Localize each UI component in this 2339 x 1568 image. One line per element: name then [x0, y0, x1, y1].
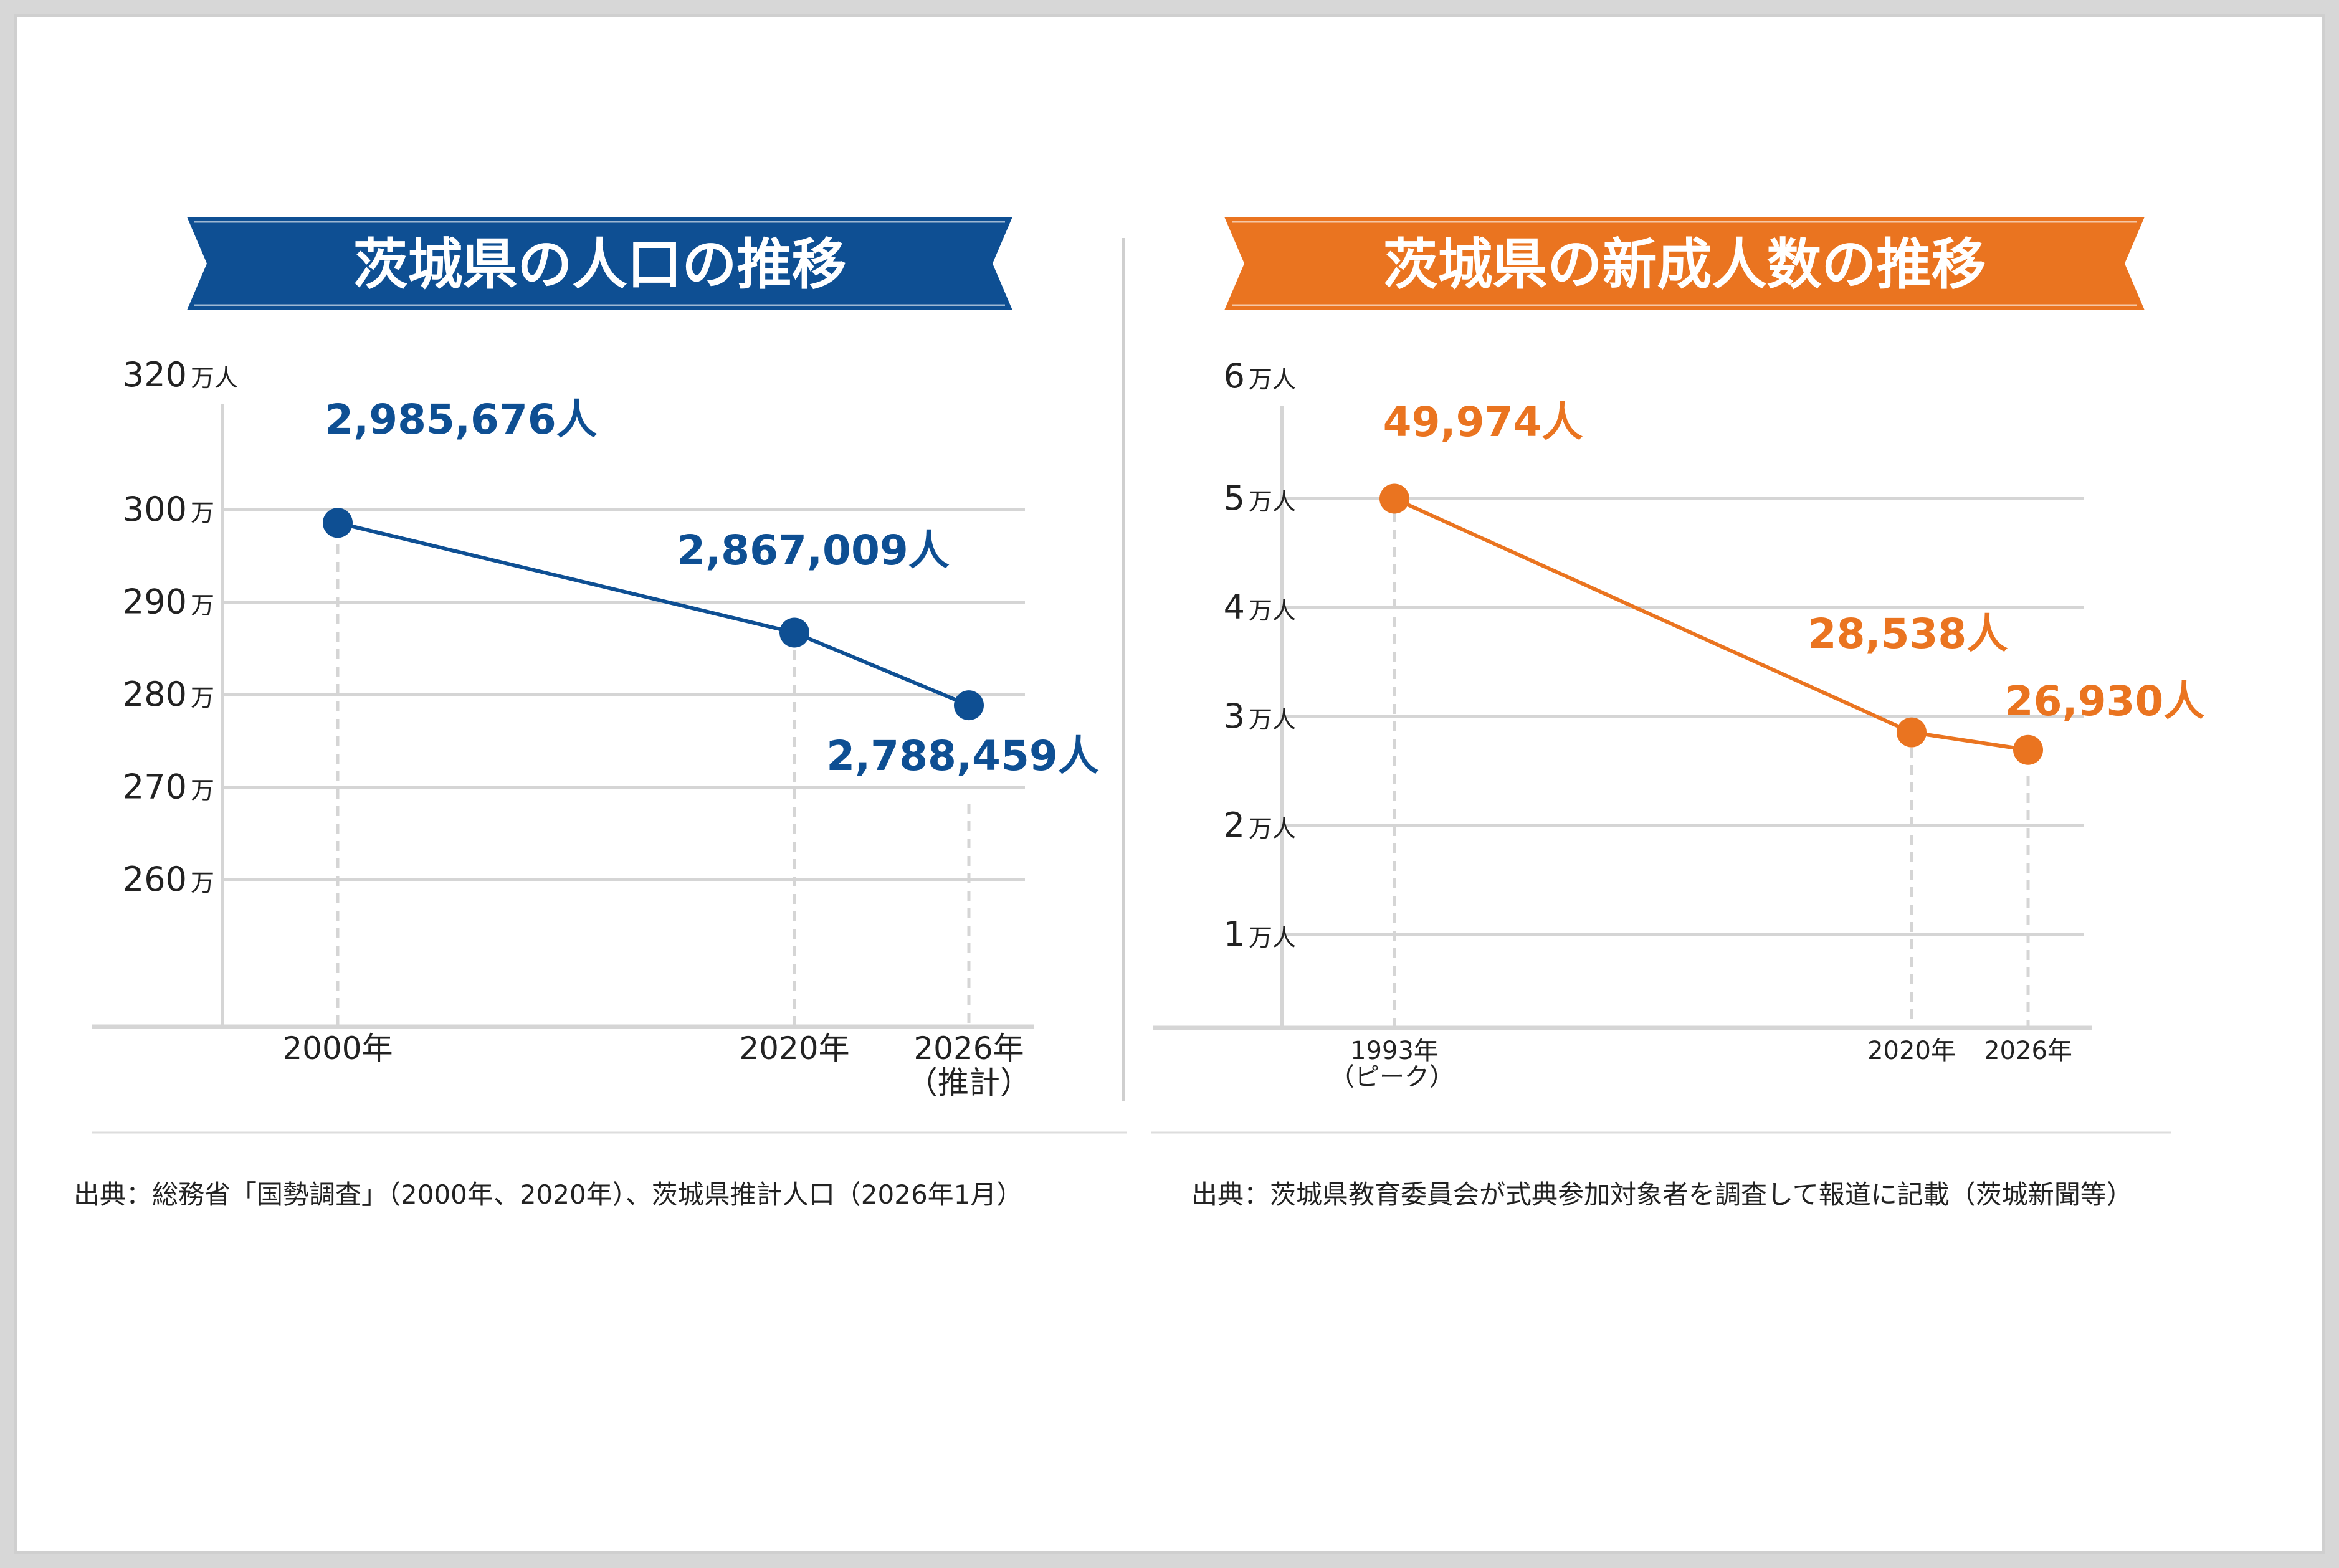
- right-y-tick-label: 4: [1224, 587, 1245, 627]
- right-x-tick-label: 1993年: [1350, 1037, 1439, 1065]
- left-y-tick-unit: 万: [191, 869, 214, 896]
- right-y-tick-label: 5: [1224, 478, 1245, 518]
- right-y-tick-label: 1: [1224, 915, 1245, 954]
- right-x-tick-label: 2020年: [1867, 1037, 1956, 1065]
- right-data-label: 26,930人: [2005, 677, 2205, 725]
- left-y-tick-label: 320: [123, 355, 187, 394]
- right-title-banner: [1224, 217, 2145, 310]
- right-chart-title: 茨城県の新成人数の推移: [1383, 232, 1986, 297]
- left-x-tick-label: 2020年: [739, 1030, 849, 1067]
- left-y-tick-unit: 万: [191, 499, 214, 526]
- left-chart-title: 茨城県の人口の推移: [353, 232, 846, 297]
- left-y-tick-unit: 万: [191, 777, 214, 804]
- left-y-tick-unit: 万: [191, 684, 214, 711]
- right-y-tick-unit: 万人: [1249, 924, 1296, 951]
- left-x-tick-label: 2026年: [913, 1030, 1024, 1067]
- right-chart-source: 出典：茨城県教育委員会が式典参加対象者を調査して報道に記載（茨城新聞等）: [1191, 1179, 2133, 1210]
- left-data-point: [779, 617, 809, 648]
- right-data-point: [1379, 483, 1409, 514]
- left-data-label: 2,985,676人: [325, 396, 598, 444]
- right-data-point: [2013, 734, 2043, 765]
- right-y-tick-label: 3: [1224, 696, 1245, 736]
- left-y-tick-label: 290: [123, 582, 187, 622]
- right-data-label: 49,974人: [1383, 398, 1583, 446]
- right-data-point: [1897, 717, 1927, 748]
- right-y-tick-label: 2: [1224, 805, 1245, 845]
- right-y-tick-label: 6: [1224, 356, 1245, 396]
- right-y-tick-unit: 万人: [1249, 706, 1296, 733]
- right-x-tick-sublabel: （ピーク）: [1330, 1063, 1454, 1091]
- left-y-tick-label: 280: [123, 675, 187, 714]
- left-title-banner: [187, 217, 1012, 310]
- left-data-label: 2,867,009人: [677, 526, 950, 574]
- left-y-tick-label: 270: [123, 767, 187, 807]
- left-x-tick-sublabel: （推計）: [907, 1065, 1031, 1101]
- left-data-point: [323, 508, 353, 538]
- right-y-tick-unit: 万人: [1249, 597, 1296, 624]
- left-y-tick-unit: 万人: [191, 364, 238, 392]
- left-x-tick-label: 2000年: [282, 1030, 393, 1067]
- right-y-tick-unit: 万人: [1249, 366, 1296, 393]
- right-y-tick-unit: 万人: [1249, 815, 1296, 842]
- left-y-tick-unit: 万: [191, 592, 214, 619]
- right-x-tick-label: 2026年: [1984, 1037, 2072, 1065]
- left-data-label: 2,788,459人: [826, 732, 1099, 780]
- right-y-tick-unit: 万人: [1249, 488, 1296, 515]
- left-data-point: [954, 690, 984, 721]
- right-data-label: 28,538人: [1808, 610, 2008, 658]
- left-chart-source: 出典：総務省「国勢調査」（2000年、2020年）、茨城県推計人口（2026年1…: [74, 1179, 1023, 1210]
- left-y-tick-label: 260: [123, 860, 187, 899]
- left-y-tick-label: 300: [123, 490, 187, 529]
